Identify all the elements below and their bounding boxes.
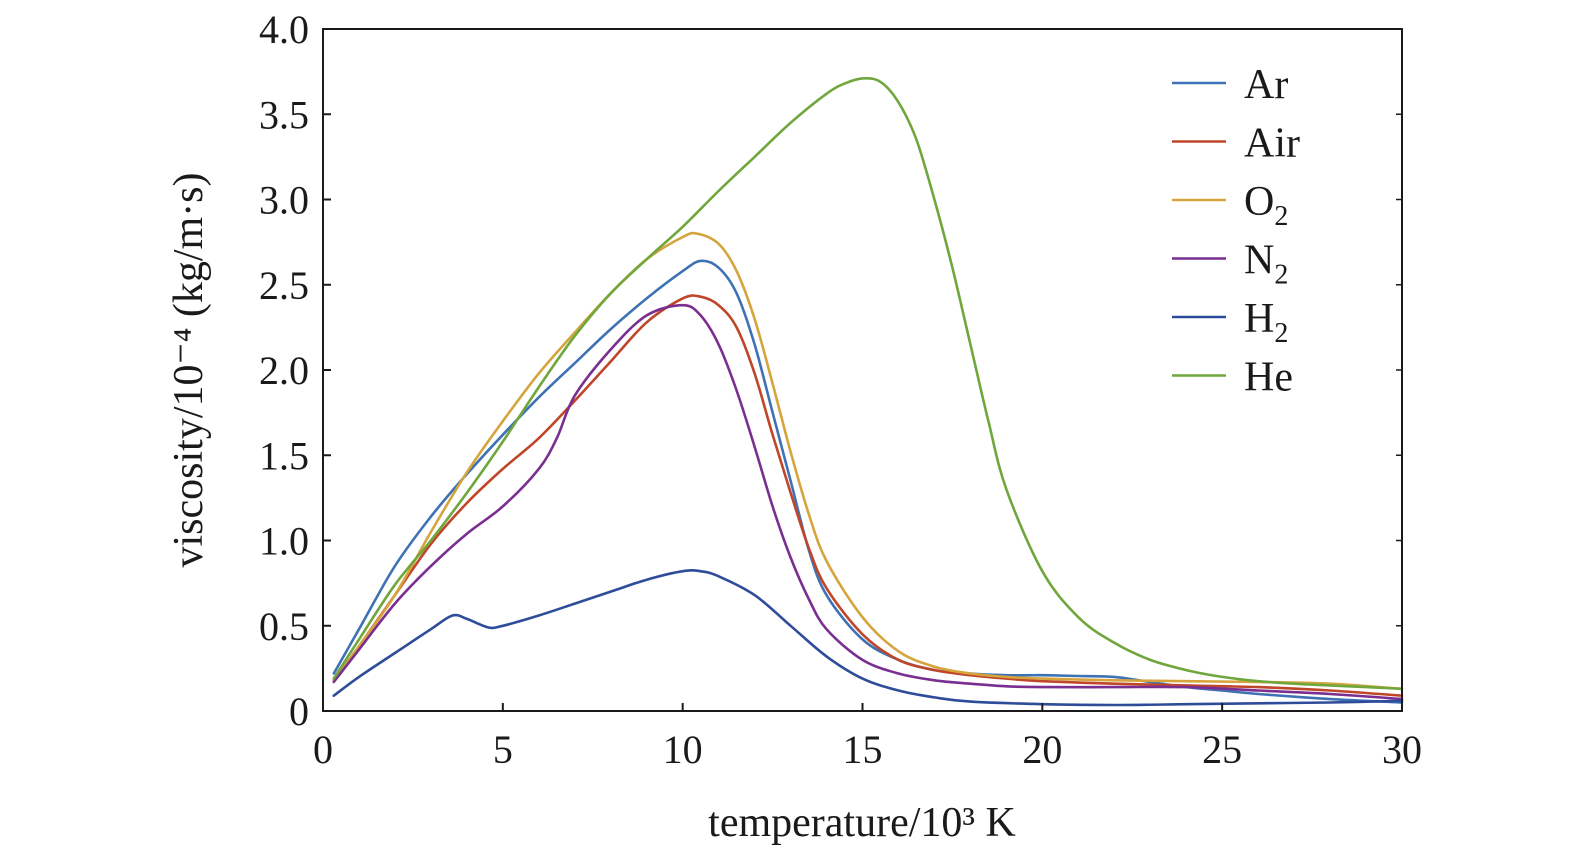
legend-label-subscript: 2 [1274,318,1288,349]
y-tick-label: 4.0 [259,7,309,52]
y-tick-label: 0 [289,689,309,734]
legend-label: O2 [1244,179,1288,232]
legend-label-main: Ar [1244,62,1288,108]
legend-label-subscript: 2 [1274,260,1288,291]
y-tick-label: 2.5 [259,263,309,308]
y-tick-label: 3.5 [259,92,309,137]
legend-label: N2 [1244,238,1288,291]
x-tick-label: 30 [1382,727,1422,772]
series-line-o2 [332,231,1404,691]
y-tick-label: 1.0 [259,519,309,564]
legend-label-subscript: 2 [1274,201,1288,232]
legend-label: Ar [1244,62,1288,108]
legend-label-main: He [1244,355,1293,401]
series-line-air [332,294,1404,697]
x-axis-title: temperature/10³ K [708,800,1016,846]
plot-frame [322,28,1403,712]
y-tick-label: 3.0 [259,178,309,223]
y-axis-title: viscosity/10⁻⁴ (kg/m·s) [166,173,212,568]
x-tick-label: 20 [1022,727,1062,772]
y-tick-label: 1.5 [259,433,309,478]
series-line-h2 [332,569,1404,707]
legend-label: H2 [1244,296,1288,349]
x-tick-label: 15 [843,727,883,772]
y-tick-label: 2.0 [259,348,309,393]
lines-layer [332,77,1404,707]
legend-label: Air [1244,121,1300,167]
y-axis: 0 0.5 1.0 1.5 2.0 2.5 3.0 3.5 4.0 [259,7,1402,734]
legend-label: He [1244,355,1293,401]
series-line-he [332,77,1404,691]
series-line-n2 [332,303,1404,701]
legend-label-main: N [1244,238,1274,284]
series-line-ar [332,259,1404,704]
x-tick-label: 25 [1202,727,1242,772]
x-tick-label: 10 [663,727,703,772]
x-tick-label: 5 [493,727,513,772]
legend-label-main: Air [1244,121,1300,167]
legend-label-main: O [1244,179,1274,225]
x-axis: 0 5 10 15 20 25 30 [313,703,1422,772]
y-tick-label: 0.5 [259,604,309,649]
x-tick-label: 0 [313,727,333,772]
legend-label-main: H [1244,296,1274,342]
